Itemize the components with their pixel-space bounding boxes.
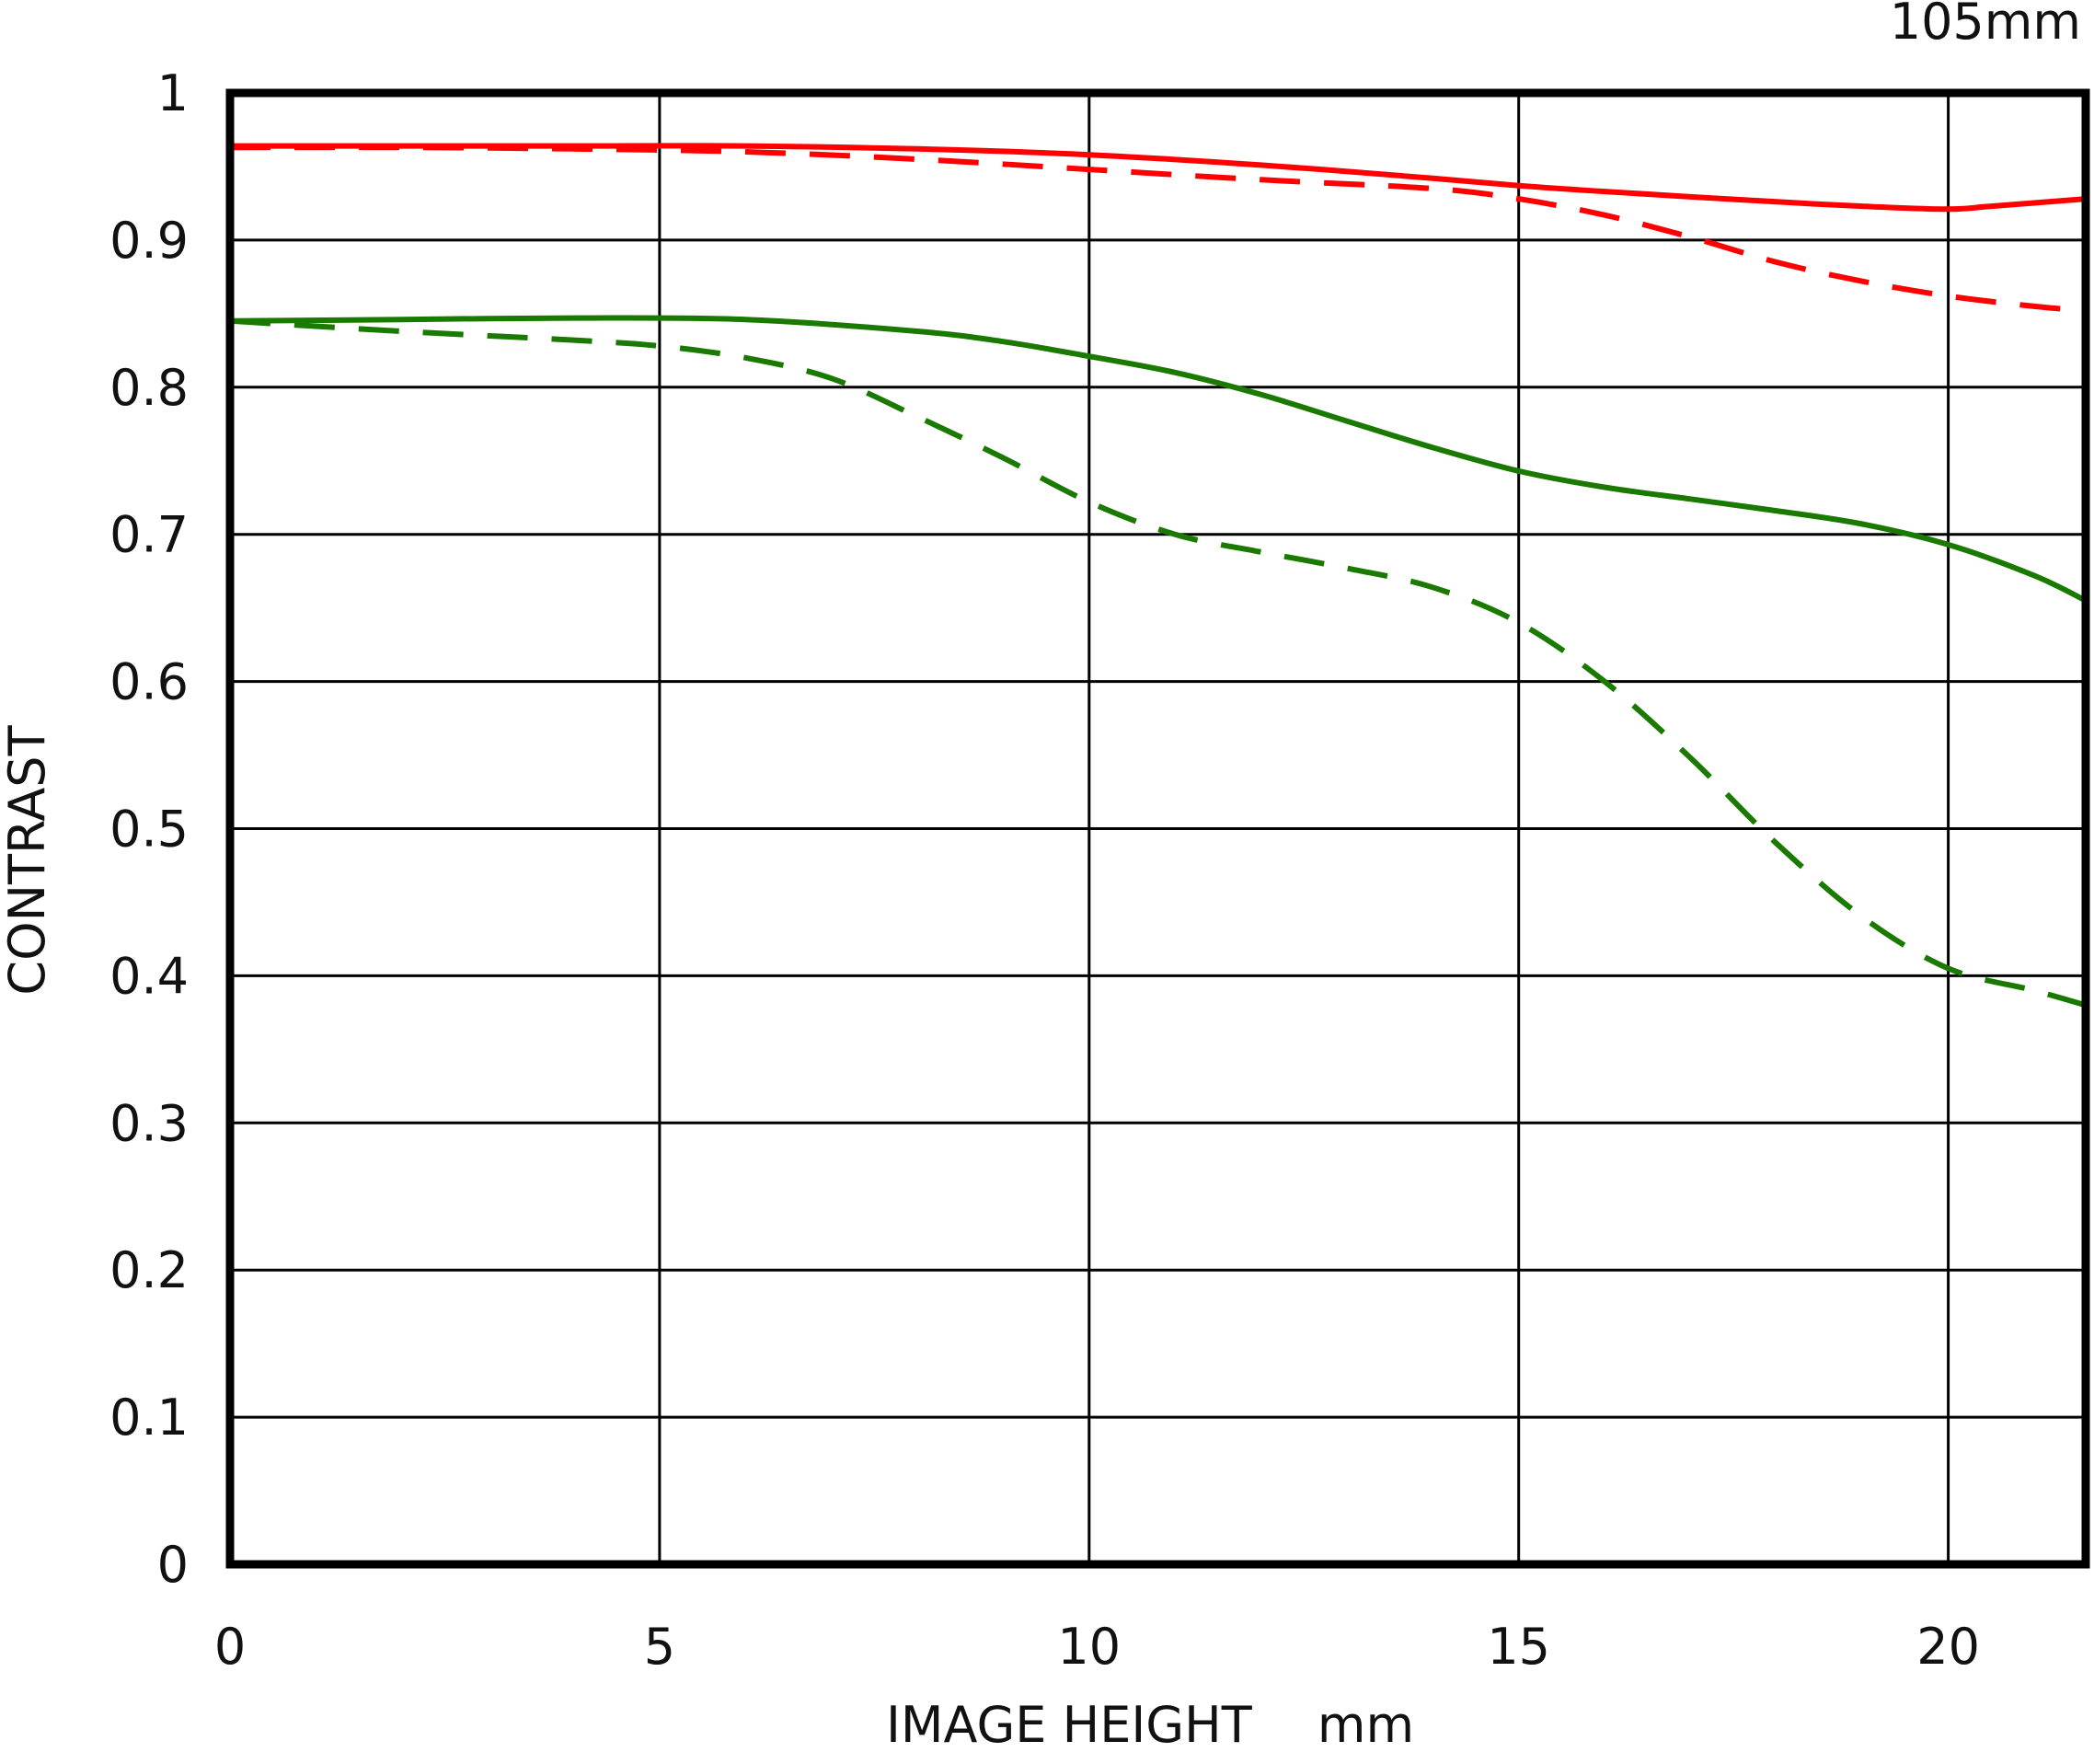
y-tick-label: 0.3 [109,1094,189,1152]
y-tick-label: 0.6 [109,653,189,711]
y-tick-label: 0.9 [109,212,189,270]
x-tick-label: 10 [1057,1618,1121,1676]
y-tick-label: 0.4 [109,947,189,1005]
x-tick-labels: 0 5 10 15 20 [214,1618,1980,1676]
series-line-4 [229,317,2087,1009]
y-tick-labels: 0 0.1 0.2 0.3 0.4 0.5 0.6 0.7 0.8 0.9 1 [109,64,189,1594]
corner-label: 105mm [1890,0,2081,51]
y-axis-label: CONTRAST [0,724,56,995]
y-tick-label: 0.2 [109,1241,189,1299]
x-tick-label: 0 [214,1618,246,1676]
y-tick-label: 0.8 [109,359,189,417]
grid-lines [230,93,2086,1564]
x-axis-label: IMAGE HEIGHT mm [886,1696,1414,1754]
series-line-1 [230,143,2087,213]
y-tick-label: 0.1 [109,1389,189,1447]
y-tick-label: 1 [157,64,189,122]
y-tick-label: 0 [157,1536,189,1594]
y-tick-label: 0.5 [109,801,189,859]
x-tick-label: 15 [1487,1618,1550,1676]
x-tick-label: 5 [644,1618,675,1676]
series-line-2 [229,144,2087,314]
series-lines [229,143,2088,1009]
series-line-3 [229,315,2088,604]
x-tick-label: 20 [1916,1618,1980,1676]
y-tick-label: 0.7 [109,506,189,564]
plot-frame [225,88,2090,1569]
